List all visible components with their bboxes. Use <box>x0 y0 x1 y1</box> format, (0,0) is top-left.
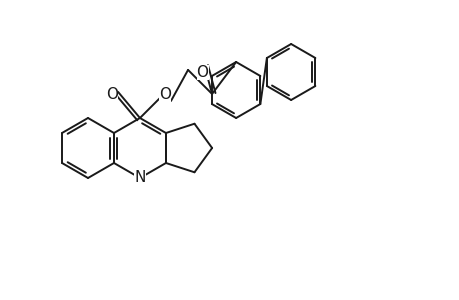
Text: O: O <box>196 64 208 80</box>
Text: O: O <box>159 88 171 103</box>
Text: O: O <box>106 88 118 103</box>
Text: N: N <box>134 170 146 185</box>
